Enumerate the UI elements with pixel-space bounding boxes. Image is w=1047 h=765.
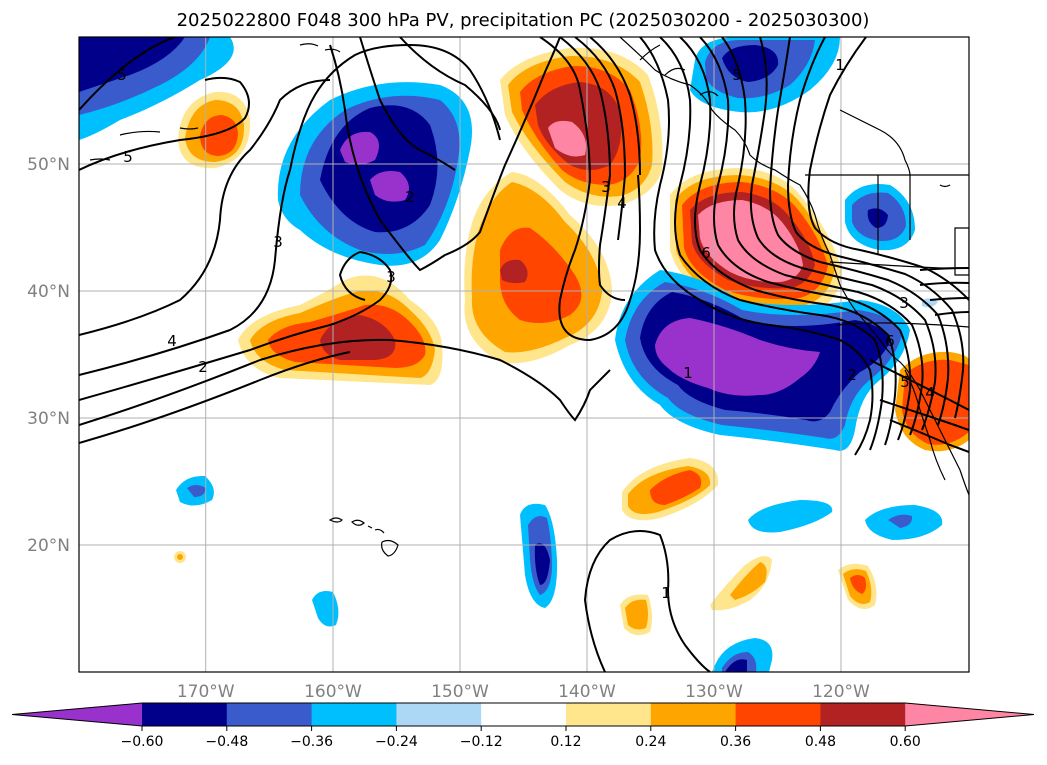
pv-label-5: 5 (732, 66, 742, 84)
colorbar-tick-label: 0.36 (720, 734, 751, 750)
lat-labels: 20°N 30°N 40°N 50°N (27, 155, 70, 556)
colorbar-tick-label: −0.36 (290, 734, 333, 750)
pv-label-6: 6 (701, 244, 711, 262)
lat-label-50n: 50°N (27, 155, 70, 175)
pv-label-4: 4 (617, 194, 627, 212)
pv-label-4: 4 (925, 384, 935, 402)
pv-label-1: 1 (661, 584, 671, 602)
lon-labels: 170°W 160°W 150°W 140°W 130°W 120°W (177, 682, 870, 702)
pv-label-5: 5 (123, 148, 133, 166)
colorbar-segment (650, 703, 737, 726)
pv-label-2: 2 (847, 366, 857, 384)
lon-label-140w: 140°W (558, 682, 616, 702)
pv-label-4: 4 (167, 332, 177, 350)
pv-label-3: 3 (601, 178, 611, 196)
colorbar-tick-label: 0.48 (805, 734, 836, 750)
colorbar-tick-label: −0.12 (460, 734, 503, 750)
colorbar-tick-label: 0.12 (550, 734, 581, 750)
colorbar-tick-label: 0.24 (635, 734, 666, 750)
pv-label-5: 5 (900, 373, 910, 391)
lon-label-120w: 120°W (812, 682, 870, 702)
colorbar-extend-max (905, 703, 1034, 726)
pv-label-3: 3 (386, 268, 396, 286)
colorbar-segment (481, 703, 567, 726)
pv-contour-5-nw (79, 37, 176, 111)
pv-contour-4-west (79, 79, 331, 336)
pv-contour-labels: 5 5 4 2 3 3 2 3 4 5 1 6 1 3 6 2 4 5 1 (117, 56, 935, 602)
gridlines (79, 37, 969, 672)
neg-anomaly-160w-14n (312, 591, 339, 627)
colorbar-extend-min (12, 703, 142, 726)
pv-contour-1-south (583, 530, 711, 672)
lat-label-20n: 20°N (27, 536, 70, 556)
pv-contours (79, 37, 969, 672)
pv-label-2: 2 (198, 358, 208, 376)
colorbar-tick-label: −0.24 (375, 734, 418, 750)
colorbar: −0.60 −0.48 −0.36 −0.24 −0.12 0.12 0.24 0.36 0.4… (11, 702, 1035, 750)
colorbar-segment (226, 703, 313, 726)
pv-label-5: 5 (117, 66, 127, 84)
pv-label-2: 2 (405, 188, 415, 206)
lon-label-160w: 160°W (304, 682, 362, 702)
pv-label-6: 6 (885, 332, 895, 350)
pv-label-3: 3 (899, 294, 909, 312)
colorbar-segment (311, 703, 397, 726)
pv-contour-trough-a (639, 37, 874, 456)
colorbar-segment (820, 703, 906, 726)
lat-label-40n: 40°N (27, 282, 70, 302)
pv-contour-5-west (79, 76, 250, 171)
pv-label-3: 3 (273, 233, 283, 251)
colorbar-tick-label: 0.60 (890, 734, 921, 750)
hawaii-islands (328, 517, 399, 557)
colorbar-tick-label: −0.48 (205, 734, 248, 750)
map-frame (78, 36, 970, 673)
pv-contour-3-west (79, 43, 501, 376)
lat-label-30n: 30°N (27, 409, 70, 429)
colorbar-segment (566, 703, 652, 726)
colorbar-segment (735, 703, 821, 726)
colorbar-segment (142, 703, 228, 726)
precip-anomaly-fill (79, 37, 969, 672)
pv-contour-2-west (79, 250, 393, 401)
colorbar-segment (396, 703, 482, 726)
colorbar-tick-label: −0.60 (121, 734, 164, 750)
map-area: 5 5 4 2 3 3 2 3 4 5 1 6 1 3 6 2 4 5 1 (79, 37, 969, 672)
figure-title: 2025022800 F048 300 hPa PV, precipitatio… (177, 10, 870, 31)
pv-contour-1-center (329, 37, 561, 272)
pv-label-1: 1 (683, 364, 693, 382)
lon-label-130w: 130°W (685, 682, 743, 702)
lon-label-150w: 150°W (431, 682, 489, 702)
neg-anomaly-122w-22n (748, 500, 833, 533)
pv-label-1: 1 (835, 56, 845, 74)
lon-label-170w: 170°W (177, 682, 235, 702)
